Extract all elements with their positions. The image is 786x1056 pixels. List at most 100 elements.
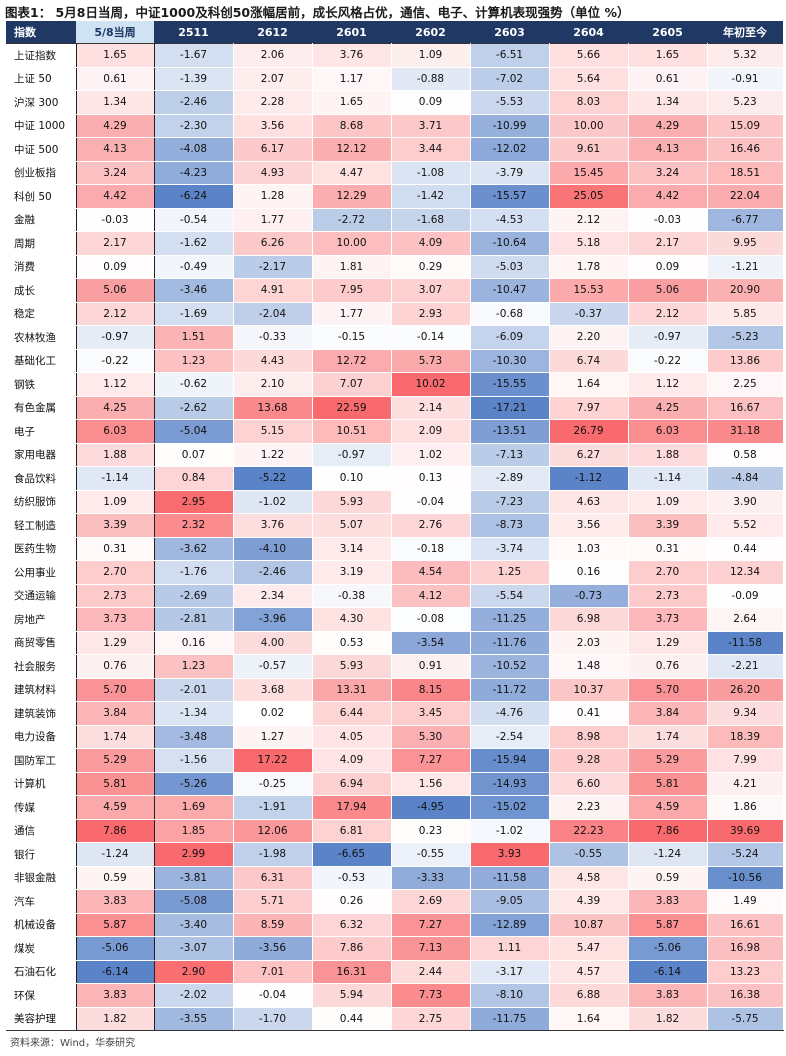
heatmap-cell: -0.54 [154, 207, 234, 232]
table-body: 上证指数 1.65 -1.67 2.06 3.76 1.09 -6.51 5.66 1.65 5.… [6, 43, 784, 1031]
heatmap-cell: 10.87 [549, 913, 629, 937]
row-label: 有色金属 [6, 396, 76, 420]
heatmap-cell: -0.97 [312, 443, 392, 467]
heatmap-cell: 2.32 [154, 513, 234, 538]
heatmap-cell: 5.87 [628, 913, 708, 937]
heatmap-cell: 1.27 [233, 725, 313, 749]
heatmap-cell: 5.66 [549, 43, 629, 68]
heatmap-cell: -0.73 [549, 584, 629, 608]
heatmap-cell: 0.23 [391, 819, 471, 843]
heatmap-cell: 4.42 [75, 184, 155, 209]
heatmap-cell: 4.57 [549, 960, 629, 984]
column-header: 2605 [628, 21, 707, 44]
heatmap-cell: 2.09 [391, 419, 471, 444]
heatmap-cell: 13.31 [312, 678, 392, 702]
heatmap-cell: 7.73 [391, 983, 471, 1008]
heatmap-cell: -1.42 [391, 184, 471, 209]
heatmap-cell: -11.76 [470, 631, 550, 655]
heatmap-cell: -7.23 [470, 490, 550, 514]
heatmap-cell: 3.93 [470, 842, 550, 867]
heatmap-cell: -0.97 [628, 325, 708, 350]
heatmap-cell: 10.00 [549, 114, 629, 138]
heatmap-cell: 4.54 [391, 560, 471, 585]
heatmap-cell: -1.62 [154, 231, 234, 256]
heatmap-cell: -3.62 [154, 537, 234, 561]
heatmap-cell: 1.56 [391, 772, 471, 796]
heatmap-cell: 2.14 [391, 396, 471, 420]
heatmap-cell: 2.06 [233, 43, 313, 68]
heatmap-cell: 0.29 [391, 255, 471, 279]
heatmap-cell: 2.10 [233, 372, 313, 397]
heatmap-cell: 4.58 [549, 866, 629, 890]
heatmap-cell: 6.88 [549, 983, 629, 1008]
heatmap-cell: 4.13 [628, 137, 708, 162]
heatmap-cell: -5.53 [470, 90, 550, 115]
row-label: 电力设备 [6, 725, 76, 749]
heatmap-cell: 20.90 [707, 278, 784, 303]
heatmap-cell: 2.25 [707, 372, 784, 397]
heatmap-cell: 6.98 [549, 607, 629, 632]
heatmap-cell: 0.59 [628, 866, 708, 890]
heatmap-cell: 7.95 [312, 278, 392, 303]
heatmap-cell: 31.18 [707, 419, 784, 444]
heatmap-cell: 1.34 [75, 90, 155, 115]
table-row: 周期 2.17 -1.62 6.26 10.00 4.09 -10.64 5.18 2.17 9.… [6, 231, 784, 256]
heatmap-cell: -1.70 [233, 1007, 313, 1031]
heatmap-cell: 5.32 [707, 43, 784, 68]
heatmap-cell: 4.00 [233, 631, 313, 655]
heatmap-cell: 0.09 [391, 90, 471, 115]
heatmap-cell: 3.83 [628, 983, 708, 1008]
table-row: 上证 50 0.61 -1.39 2.07 1.17 -0.88 -7.02 5.64 0.61… [6, 67, 784, 91]
heatmap-cell: 5.52 [707, 513, 784, 538]
heatmap-cell: -6.51 [470, 43, 550, 68]
heatmap-cell: 10.00 [312, 231, 392, 256]
heatmap-cell: -0.03 [75, 207, 155, 232]
table-row: 交通运输 2.73 -2.69 2.34 -0.38 4.12 -5.54 -0.73 2.73… [6, 584, 784, 608]
column-header: 2604 [549, 21, 628, 44]
heatmap-cell: 1.29 [628, 631, 708, 655]
heatmap-cell: -1.08 [391, 161, 471, 185]
heatmap-cell: 3.56 [233, 114, 313, 138]
heatmap-cell: 22.59 [312, 396, 392, 420]
heatmap-cell: 2.23 [549, 795, 629, 820]
heatmap-cell: 5.71 [233, 889, 313, 914]
table-row: 金融 -0.03 -0.54 1.77 -2.72 -1.68 -4.53 2.12 -0.03… [6, 207, 784, 232]
table-row: 消费 0.09 -0.49 -2.17 1.81 0.29 -5.03 1.78 0.09 -1.… [6, 255, 784, 279]
heatmap-cell: -10.52 [470, 654, 550, 679]
row-label: 食品饮料 [6, 466, 76, 491]
heatmap-cell: -15.02 [470, 795, 550, 820]
heatmap-cell: -3.17 [470, 960, 550, 984]
table-row: 石油石化 -6.14 2.90 7.01 16.31 2.44 -3.17 4.57 -6.14… [6, 960, 784, 984]
heatmap-cell: 7.13 [391, 936, 471, 961]
row-label: 家用电器 [6, 443, 76, 467]
heatmap-cell: 2.17 [628, 231, 708, 256]
heatmap-cell: -3.74 [470, 537, 550, 561]
heatmap-cell: 16.31 [312, 960, 392, 984]
heatmap-cell: -1.98 [233, 842, 313, 867]
heatmap-cell: 3.83 [75, 983, 155, 1008]
row-label: 非银金融 [6, 866, 76, 890]
table-row: 成长 5.06 -3.46 4.91 7.95 3.07 -10.47 15.53 5.06 20… [6, 278, 784, 303]
heatmap-cell: 7.27 [391, 748, 471, 773]
row-label: 医药生物 [6, 537, 76, 561]
row-label: 社会服务 [6, 654, 76, 679]
heatmap-cell: 6.60 [549, 772, 629, 796]
heatmap-cell: 6.44 [312, 701, 392, 726]
heatmap-cell: 5.94 [312, 983, 392, 1008]
heatmap-cell: 5.29 [75, 748, 155, 773]
row-label: 稳定 [6, 302, 76, 326]
heatmap-cell: -1.39 [154, 67, 234, 91]
heatmap-cell: 1.09 [391, 43, 471, 68]
heatmap-cell: 13.86 [707, 349, 784, 373]
table-row: 医药生物 0.31 -3.62 -4.10 3.14 -0.18 -3.74 1.03 0.31… [6, 537, 784, 561]
heatmap-cell: 22.23 [549, 819, 629, 843]
heatmap-cell: 0.76 [628, 654, 708, 679]
row-label: 传媒 [6, 795, 76, 820]
row-label: 沪深 300 [6, 90, 76, 115]
heatmap-cell: -0.15 [312, 325, 392, 350]
heatmap-cell: 5.73 [391, 349, 471, 373]
heatmap-cell: 5.93 [312, 654, 392, 679]
heatmap-cell: -2.62 [154, 396, 234, 420]
heatmap-cell: -1.24 [628, 842, 708, 867]
heatmap-cell: 3.76 [233, 513, 313, 538]
